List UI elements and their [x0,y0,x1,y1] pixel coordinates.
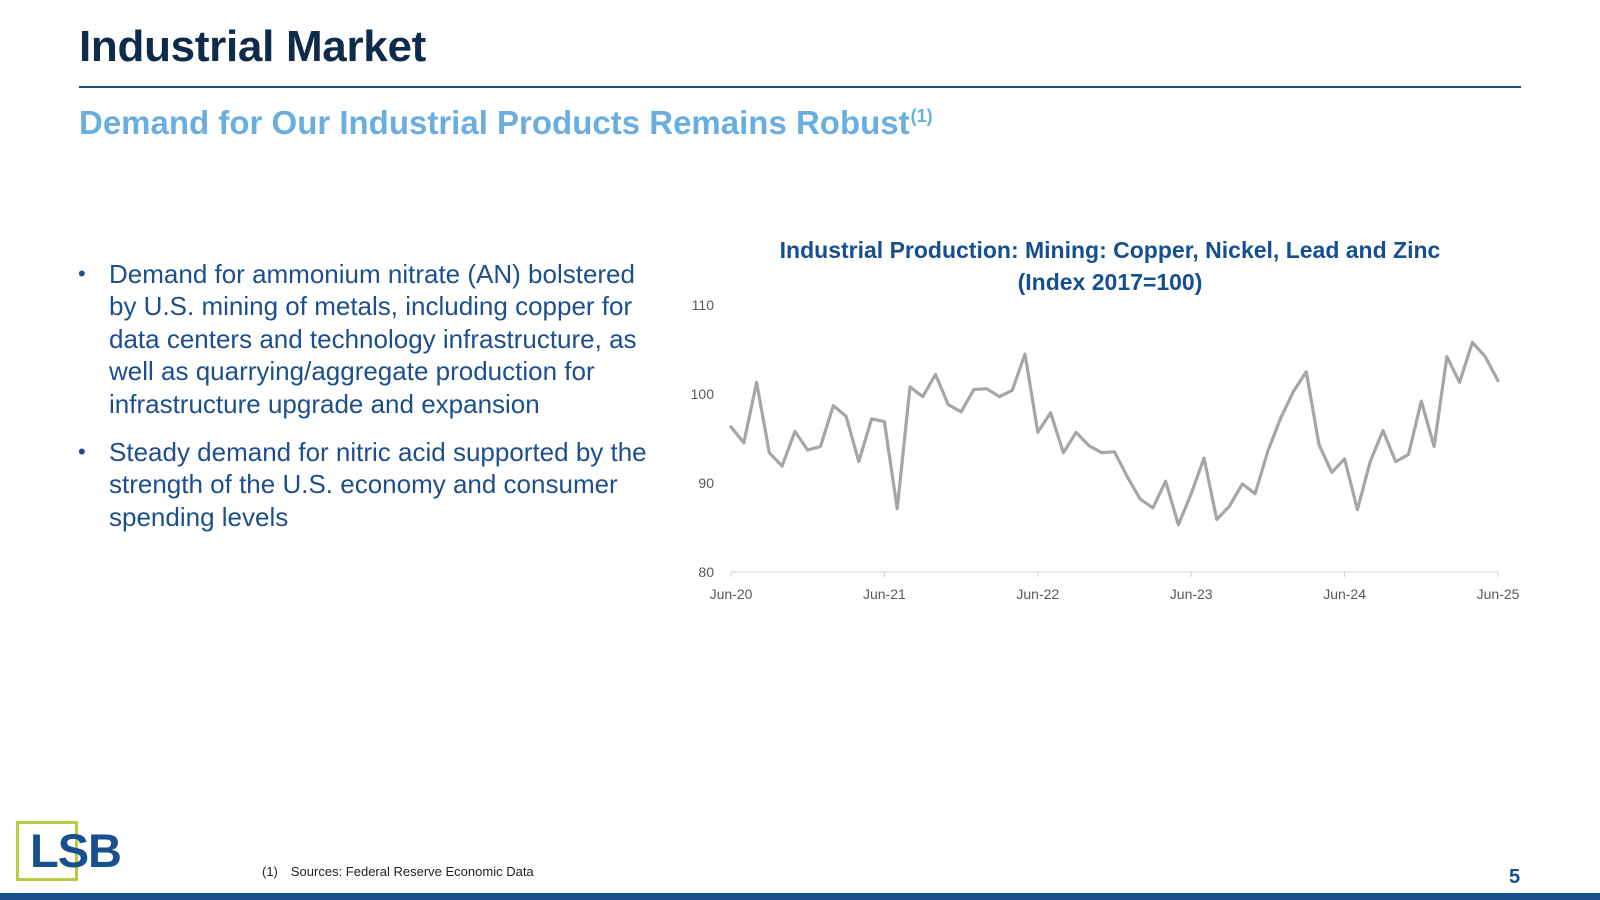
y-tick-label: 90 [698,475,714,491]
x-tick-label: Jun-21 [863,586,906,602]
x-tick-label: Jun-23 [1170,586,1213,602]
page-subtitle: Demand for Our Industrial Products Remai… [79,104,933,142]
footer-bar [0,893,1600,900]
page-number: 5 [1509,866,1521,888]
y-tick-label: 110 [692,297,715,313]
x-tick-label: Jun-25 [1477,586,1520,602]
chart-title: Industrial Production: Mining: Copper, N… [740,234,1480,298]
subtitle-text: Demand for Our Industrial Products Remai… [79,104,910,141]
footnote-text: Sources: Federal Reserve Economic Data [290,864,534,879]
bullet-item: • Demand for ammonium nitrate (AN) bolst… [78,258,658,420]
x-tick-label: Jun-22 [1016,586,1059,602]
series-line [729,340,1500,527]
x-tick-label: Jun-20 [710,586,753,602]
chart-title-line1: Industrial Production: Mining: Copper, N… [779,237,1441,263]
x-tick-label: Jun-24 [1323,586,1366,602]
bullet-icon: • [78,261,86,286]
page-title: Industrial Market [79,22,426,71]
title-divider [79,86,1521,88]
footnote-marker: (1) [262,864,278,879]
y-tick-label: 100 [691,386,715,402]
logo-frame [16,821,78,881]
company-logo: LSB [30,824,122,877]
bullet-text: Steady demand for nitric acid supported … [109,437,647,532]
bullet-icon: • [78,439,86,465]
footnote: (1) Sources: Federal Reserve Economic Dat… [262,864,534,879]
bullet-item: • Steady demand for nitric acid supporte… [78,436,658,533]
line-chart: 80 90 100 110 Jun-20 Jun-21 Jun-22 Jun-23 Jun-24… [691,297,1520,602]
chart-title-line2: (Index 2017=100) [1017,269,1203,295]
y-tick-label: 80 [698,564,714,580]
bullet-list: • Demand for ammonium nitrate (AN) bolst… [78,258,658,549]
bullet-text: Demand for ammonium nitrate (AN) bolster… [109,259,637,419]
subtitle-footnote-ref: (1) [910,106,933,126]
